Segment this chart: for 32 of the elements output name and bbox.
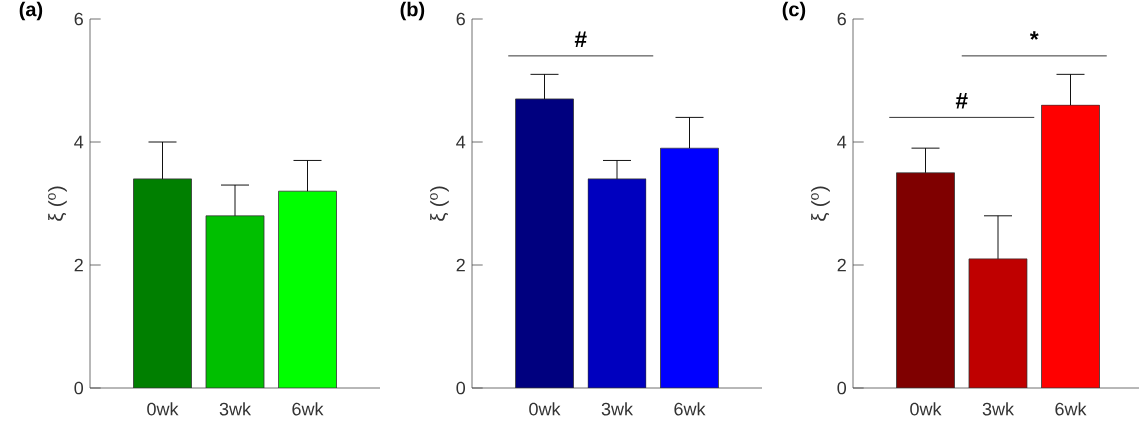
y-tick-label: 6 bbox=[74, 12, 83, 26]
annotation: # bbox=[955, 93, 968, 109]
y-tick-label: 0 bbox=[456, 381, 466, 395]
x-tick-label: 3wk bbox=[982, 402, 1015, 416]
x-tick-label: 6wk bbox=[292, 402, 324, 416]
annotation: * bbox=[1029, 31, 1039, 40]
chart-title: (c) bbox=[782, 1, 806, 21]
chart-title: (b) bbox=[400, 1, 425, 21]
y-tick-label: 6 bbox=[456, 12, 465, 26]
y-tick-label: 0 bbox=[74, 381, 84, 395]
y-axis-title: ξ ($^{o}$) bbox=[811, 186, 830, 221]
x-tick-label: 0wk bbox=[147, 402, 179, 416]
y-tick-label: 4 bbox=[837, 135, 847, 149]
x-tick-label: 6wk bbox=[1055, 402, 1087, 416]
y-tick-label: 6 bbox=[837, 12, 846, 26]
y-axis-title: ξ ($^{o}$) bbox=[430, 186, 449, 221]
y-tick-label: 2 bbox=[74, 258, 83, 272]
bar bbox=[587, 178, 647, 388]
y-tick-label: 4 bbox=[456, 135, 466, 149]
x-tick-label: 3wk bbox=[219, 402, 252, 416]
y-tick-label: 2 bbox=[456, 258, 465, 272]
chart-title: (a) bbox=[19, 1, 43, 21]
x-tick-label: 6wk bbox=[674, 402, 706, 416]
y-tick-label: 0 bbox=[837, 381, 847, 395]
x-tick-label: 0wk bbox=[529, 402, 561, 416]
bar bbox=[133, 178, 192, 388]
y-tick-label: 2 bbox=[837, 258, 846, 272]
annotation: # bbox=[574, 31, 587, 47]
y-axis-title: ξ ($^{o}$) bbox=[48, 186, 67, 221]
x-tick-label: 3wk bbox=[601, 402, 634, 416]
y-tick-label: 4 bbox=[74, 135, 84, 149]
x-tick-label: 0wk bbox=[910, 402, 942, 416]
